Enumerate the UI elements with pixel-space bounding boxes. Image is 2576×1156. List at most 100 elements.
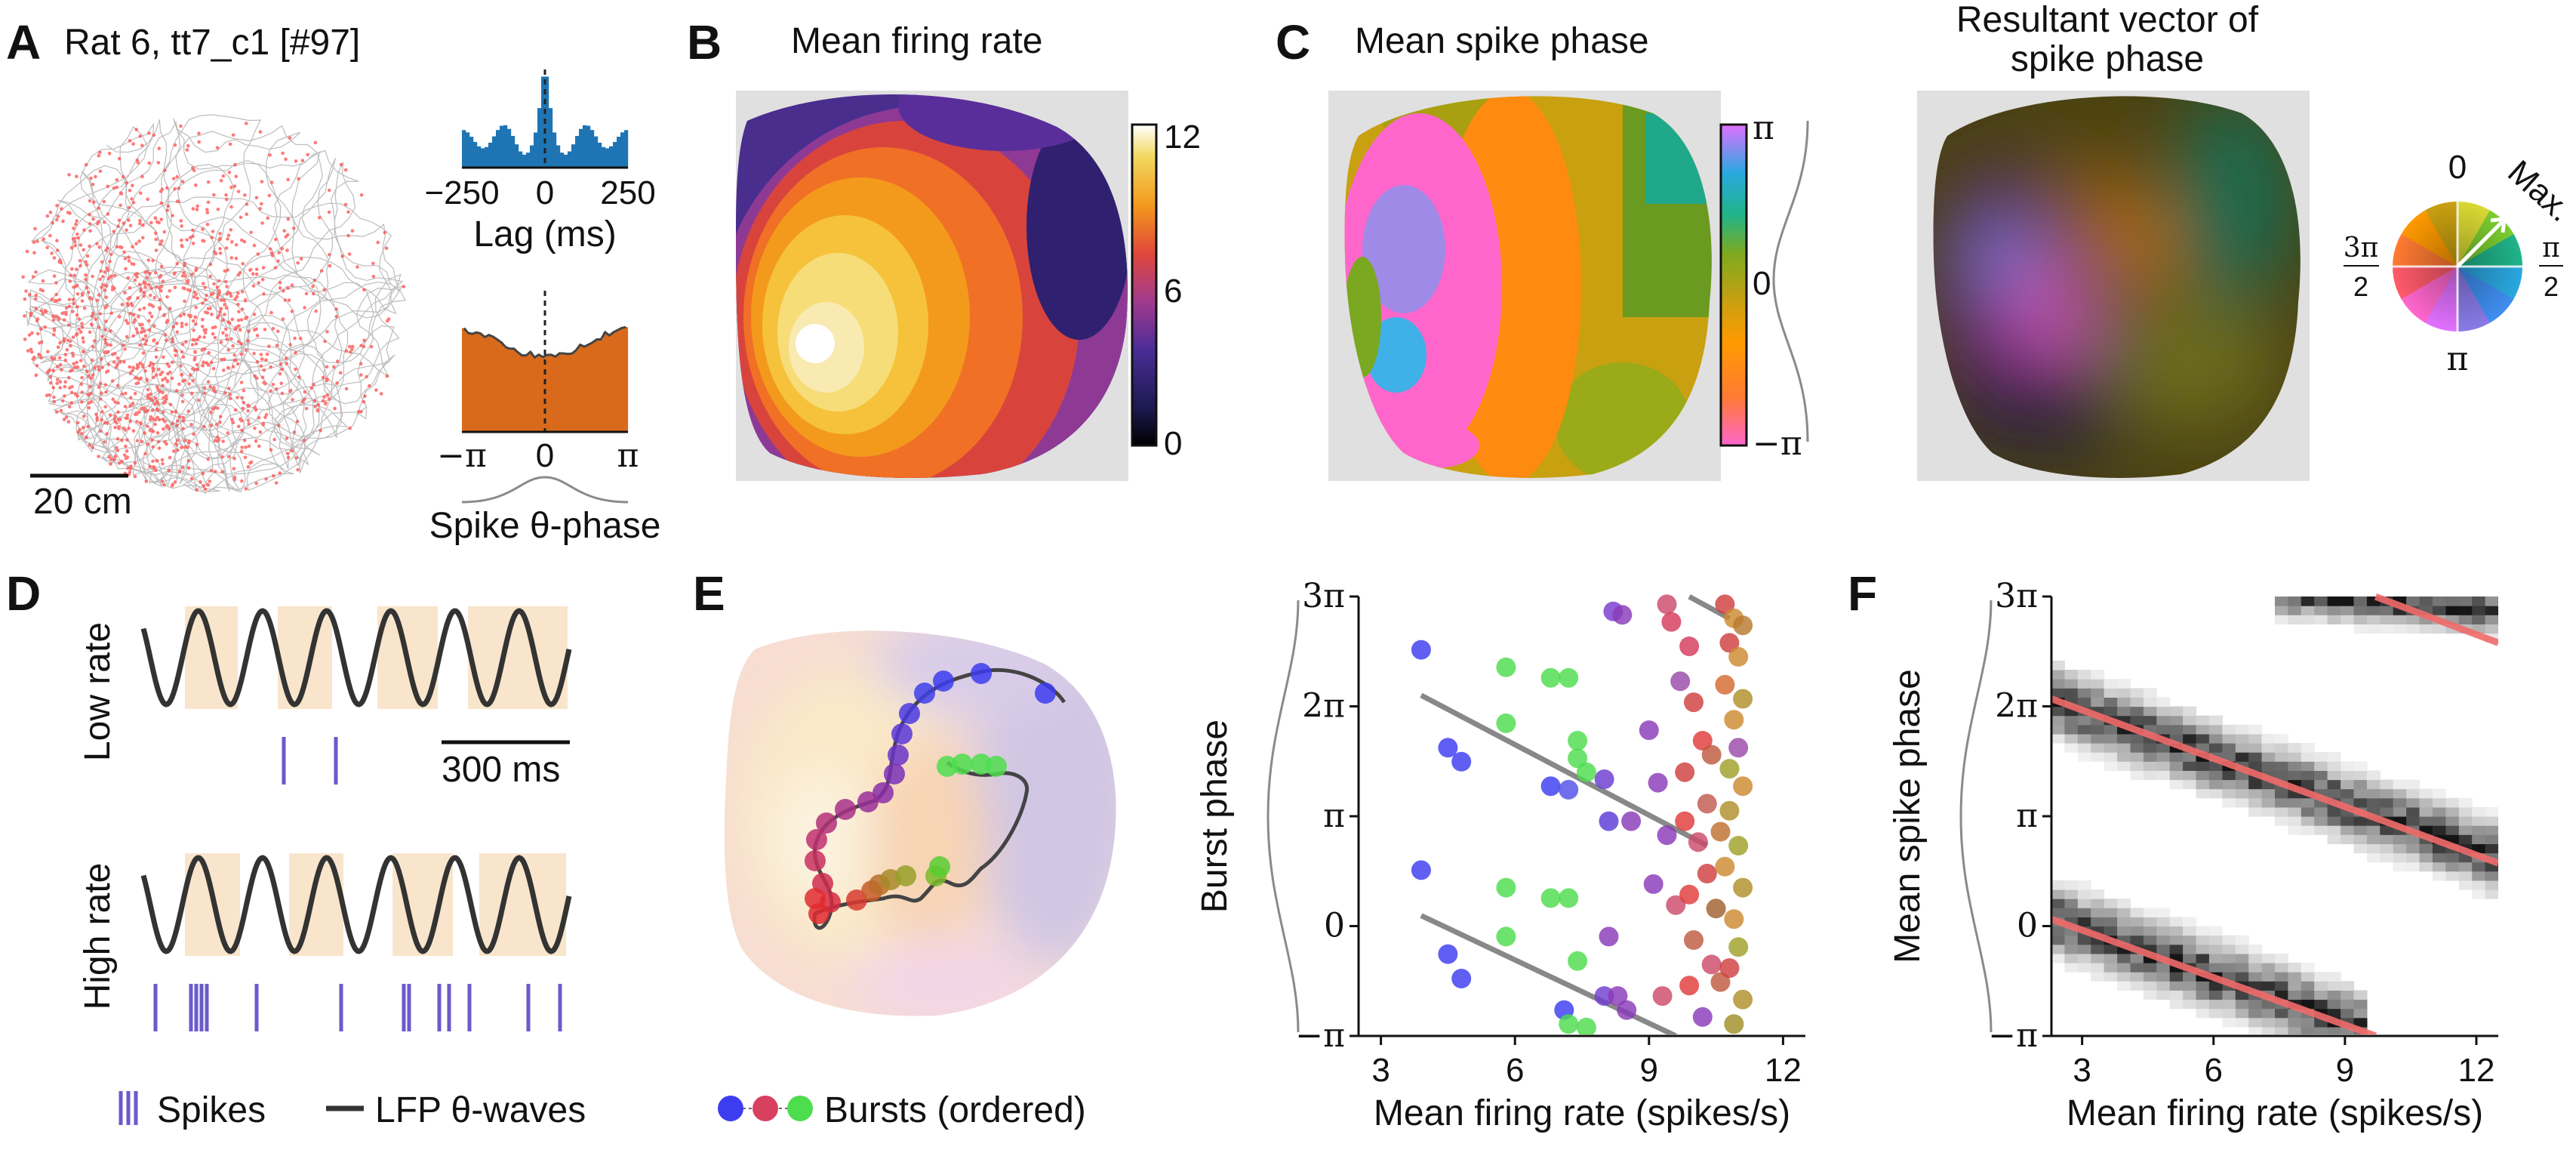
acorr-bar: [605, 148, 610, 168]
heatmap-cell: [2261, 743, 2276, 753]
heatmap-cell: [2327, 752, 2341, 762]
heatmap-cell: [2380, 606, 2394, 615]
heatmap-cell: [2104, 679, 2118, 689]
heatmap-cell: [2275, 1026, 2288, 1034]
heatmap-cell: [2472, 596, 2486, 606]
rate-map: [736, 94, 1128, 478]
acorr-bar: [560, 153, 565, 168]
heatmap-cell: [2353, 606, 2368, 615]
y-axis-label: Mean spike phase: [1888, 669, 1928, 963]
heatmap-cell: [2156, 743, 2171, 753]
heatmap-cell: [2104, 743, 2118, 753]
acorr-bar: [552, 132, 557, 168]
phase-cycle-curve: [1959, 600, 1993, 1033]
heatmap-cell: [2156, 990, 2171, 1000]
heatmap-cell: [2130, 688, 2144, 698]
phase-hist-bar: [524, 355, 529, 432]
heatmap-cell: [2458, 606, 2473, 615]
heatmap-cell: [2091, 889, 2105, 899]
heatmap-cell: [2183, 706, 2197, 717]
heatmap-cell: [2288, 1026, 2302, 1034]
acorr-bar: [586, 125, 591, 168]
acorr-bar: [617, 137, 621, 168]
heatmap-cell: [2406, 834, 2421, 844]
acorr-bar: [620, 132, 625, 168]
heatmap-cell: [2301, 761, 2315, 771]
heatmap-cell: [2341, 816, 2355, 826]
heatmap-cell: [2196, 733, 2210, 744]
heatmap-cell: [2301, 1026, 2315, 1034]
heatmap-cell: [2406, 596, 2421, 606]
scatter-point: [1496, 926, 1516, 947]
phase-hist-bar: [537, 354, 541, 432]
scatter-point: [1724, 710, 1744, 730]
phase-colorbar-tick-bottom: −π: [1753, 424, 1802, 463]
heatmap-cell: [2169, 715, 2184, 726]
acorr-bar: [598, 142, 602, 168]
heatmap-cell: [2314, 606, 2328, 615]
scatter-point: [1559, 888, 1579, 908]
heatmap-cell: [2117, 752, 2131, 762]
scatter-point: [1621, 811, 1642, 831]
theta-band: [392, 853, 453, 956]
heatmap-cell: [2143, 990, 2157, 1000]
heatmap-cell: [2169, 926, 2184, 936]
heatmap-cell: [2222, 1017, 2236, 1028]
heatmap-cell: [2406, 797, 2421, 808]
y-tick-label: 0: [1324, 907, 1345, 945]
heatmap-cell: [2169, 770, 2184, 781]
heatmap-cell: [2091, 670, 2105, 680]
scatter-point: [1697, 864, 1717, 883]
heatmap-cell: [2196, 990, 2210, 1000]
heatmap-cell: [2406, 779, 2421, 790]
heatmap-cell: [2406, 615, 2421, 624]
heatmap-cell: [2117, 743, 2131, 753]
scatter-point: [1675, 811, 1695, 831]
scatter-point: [1559, 1014, 1579, 1034]
heatmap-cell: [2183, 779, 2197, 790]
heatmap-cell: [2288, 606, 2302, 615]
heatmap-cell: [2235, 953, 2249, 963]
scatter-point: [1451, 751, 1472, 772]
heatmap-cell: [2393, 862, 2407, 872]
heatmap-cell: [2288, 797, 2302, 808]
heatmap-cell: [2301, 779, 2315, 790]
heatmap-cell: [2288, 1017, 2302, 1028]
heatmap-cell: [2051, 935, 2065, 945]
heatmap-cell: [2380, 806, 2394, 817]
phase-hist-bar: [570, 353, 574, 432]
heatmap-cell: [2183, 715, 2197, 726]
heatmap-cell: [2051, 715, 2065, 726]
phase-hist-bar: [582, 347, 587, 432]
heatmap-cell: [2419, 797, 2433, 808]
heatmap-cell: [2472, 606, 2486, 615]
panel-c: C Mean spike phase π 0 −π Resultant vect…: [1276, 0, 2576, 481]
heatmap-cell: [2327, 596, 2341, 606]
heatmap-cell: [2208, 963, 2223, 973]
heatmap-cell: [2406, 862, 2421, 872]
wheel-label-right-den: 2: [2544, 271, 2559, 302]
heatmap-cell: [2393, 852, 2407, 863]
y-tick-label: −π: [1988, 1016, 2038, 1055]
heatmap-cell: [2235, 935, 2249, 945]
heatmap-cell: [2235, 972, 2249, 982]
heatmap-cell: [2208, 953, 2223, 963]
heatmap-cell: [2314, 779, 2328, 790]
heatmap-cell: [2341, 999, 2355, 1010]
heatmap-cell: [2341, 770, 2355, 781]
heatmap-cell: [2261, 761, 2276, 771]
heatmap-cell: [2248, 743, 2263, 753]
heatmap-cell: [2104, 926, 2118, 936]
heatmap-cell: [2156, 917, 2171, 927]
heatmap-cell: [2366, 852, 2381, 863]
phase-hist-bar: [482, 337, 488, 432]
heatmap-cell: [2353, 1008, 2368, 1019]
acorr-bar: [537, 108, 542, 168]
phase-hist-bar: [491, 336, 496, 432]
heatmap-cell: [2169, 706, 2184, 717]
burst-marker: [891, 723, 913, 744]
scatter-point: [1715, 594, 1735, 615]
heatmap-cell: [2143, 715, 2157, 726]
heatmap-cell: [2261, 797, 2276, 808]
panel-b-title: Mean firing rate: [791, 21, 1043, 61]
